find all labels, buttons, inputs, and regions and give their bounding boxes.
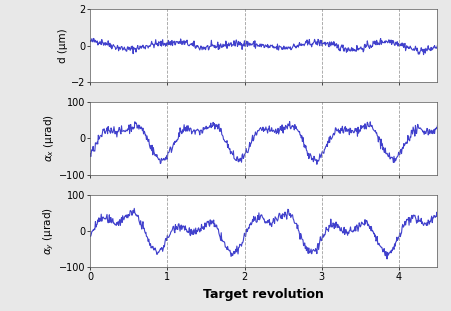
Y-axis label: $\alpha_x$ (μrad): $\alpha_x$ (μrad) — [42, 114, 56, 162]
Y-axis label: d (μm): d (μm) — [58, 28, 68, 63]
X-axis label: Target revolution: Target revolution — [203, 288, 324, 301]
Y-axis label: $\alpha_y$ (μrad): $\alpha_y$ (μrad) — [41, 207, 56, 255]
